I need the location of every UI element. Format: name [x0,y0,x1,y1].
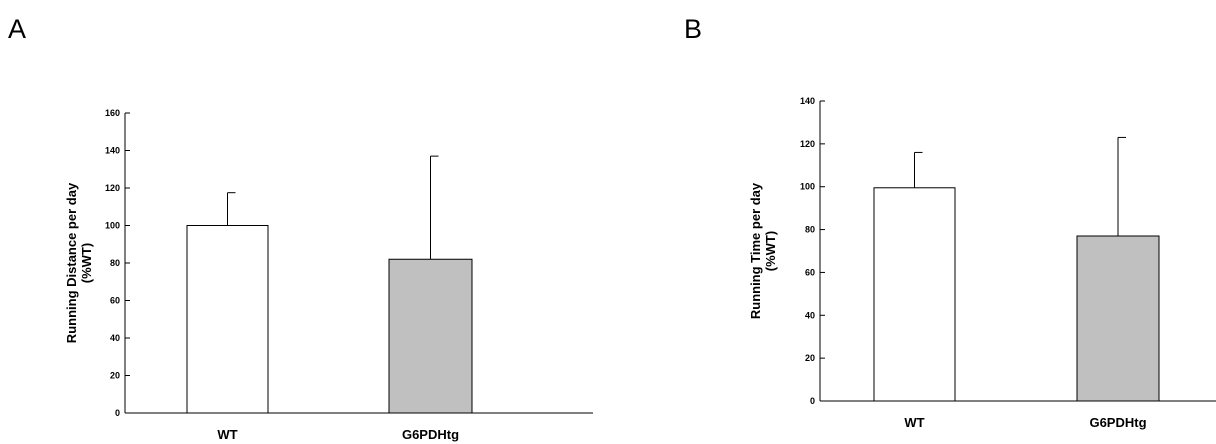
chart-b-y-tick-label: 20 [805,353,815,363]
chart-a-y-axis-label: Running Distance per day(%WT) [64,182,94,343]
chart-a-y-tick-label: 60 [110,296,120,306]
chart-a-y-tick-label: 40 [110,333,120,343]
chart-b-y-tick-label: 120 [800,139,815,149]
panel-label-b: B [684,14,703,44]
chart-a-y-tick-label: 80 [110,258,120,268]
chart-b-y-tick-label: 100 [800,182,815,192]
chart-a-y-tick-label: 140 [105,146,120,156]
chart-b-y-tick-label: 80 [805,225,815,235]
chart-a-y-axis-label-line: Running Distance per day [64,182,79,343]
chart-b-y-tick-label: 60 [805,267,815,277]
chart-b: 0 20 40 60 80 100 120 140 WT G6PDHtg Running Time … [748,96,1216,430]
chart-b-y-tick-label: 140 [800,96,815,106]
chart-b-y-tick-label: 0 [810,396,815,406]
chart-a-category-label: WT [217,427,237,442]
chart-b-y-axis-label: Running Time per day(%WT) [748,182,778,319]
chart-b-category-label: G6PDHtg [1089,415,1146,430]
chart-a: 0 20 40 60 80 100 120 140 160 WT G6PDHtg Running Di… [64,108,593,442]
chart-a-bar-g6pdhtg [388,258,473,414]
chart-b-category-label: WT [904,415,924,430]
chart-a-category-label: G6PDHtg [402,427,459,442]
chart-a-y-tick-label: 120 [105,183,120,193]
chart-a-y-tick-label: 100 [105,221,120,231]
chart-b-y-axis-label-line: Running Time per day [748,182,763,319]
panel-label-a: A [8,14,27,44]
chart-a-y-tick-label: 20 [110,371,120,381]
chart-a-y-axis-label-line: (%WT) [79,243,94,283]
chart-a-bar-wt [186,225,269,414]
chart-a-y-tick-label: 0 [115,408,120,418]
chart-b-bar-wt [873,187,956,402]
chart-b-y-axis-label-line: (%WT) [763,231,778,271]
chart-a-y-tick-label: 160 [105,108,120,118]
chart-b-y-tick-label: 40 [805,310,815,320]
chart-b-bar-g6pdhtg [1076,235,1160,402]
